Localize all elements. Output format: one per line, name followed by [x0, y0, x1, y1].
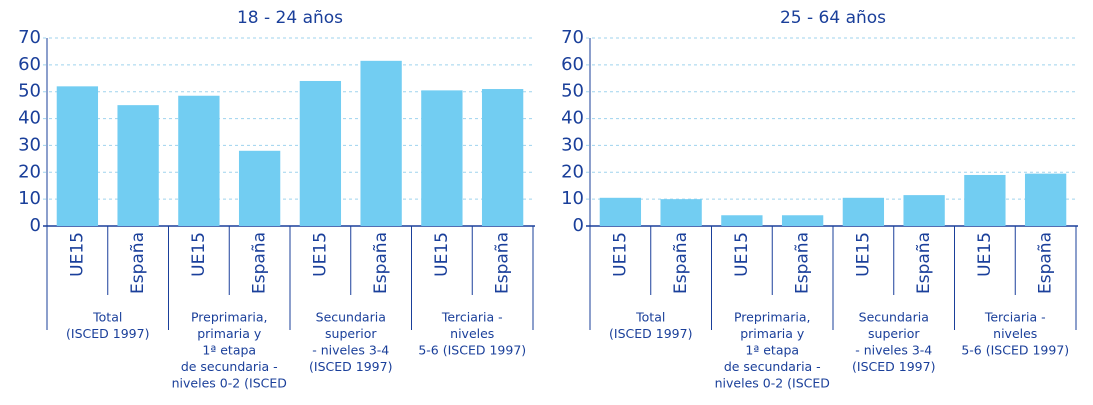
y-tick-label: 10 [561, 188, 584, 209]
group-label: 1ª etapa [745, 343, 799, 358]
bar [721, 215, 763, 226]
bar [117, 105, 159, 226]
group-label: de secundaria - [181, 359, 278, 374]
bar [842, 197, 885, 226]
group-label: niveles 0-2 (ISCED [172, 376, 287, 391]
bar [660, 199, 702, 226]
group-label: - niveles 3-4 [855, 343, 932, 358]
group-label: (ISCED 1997) [609, 326, 692, 341]
x-tick-label: UE15 [67, 232, 87, 277]
x-tick-label: UE15 [853, 232, 873, 277]
group-label: 5-6 (ISCED 1997) [961, 343, 1069, 358]
bar [903, 195, 945, 226]
y-tick-label: 50 [18, 81, 41, 102]
x-tick-label: UE15 [732, 232, 752, 277]
bar [1024, 173, 1067, 226]
y-tick-label: 60 [561, 54, 584, 75]
group-label: (ISCED 1997) [66, 326, 149, 341]
bar [481, 89, 524, 227]
y-tick-label: 0 [30, 215, 41, 236]
x-tick-label: UE15 [975, 232, 995, 277]
group-label: superior [325, 326, 377, 341]
group-label: Terciaria - [984, 310, 1046, 325]
group-label: Secundaria [859, 310, 929, 325]
y-tick-label: 60 [18, 54, 41, 75]
group-label: (ISCED 1997) [309, 359, 392, 374]
group-label: Terciaria - [441, 310, 503, 325]
bar [299, 80, 342, 226]
bar [238, 150, 281, 226]
group-label: superior [868, 326, 920, 341]
group-label: 1ª etapa [202, 343, 256, 358]
group-label: niveles 0-2 (ISCED [715, 376, 830, 391]
group-label: Secundaria [316, 310, 386, 325]
x-tick-label: España [128, 232, 148, 294]
group-label: Total [635, 310, 665, 325]
bar [781, 215, 824, 226]
y-tick-label: 70 [18, 27, 41, 48]
chart-title: 25 - 64 años [780, 8, 886, 28]
y-tick-label: 20 [561, 161, 584, 182]
group-label: Total [92, 310, 122, 325]
group-label: niveles [993, 326, 1037, 341]
x-tick-label: UE15 [189, 232, 209, 277]
bar [360, 60, 402, 227]
y-tick-label: 30 [18, 134, 41, 155]
group-label: Preprimaria, [734, 310, 811, 325]
bar [56, 86, 99, 226]
bar [599, 197, 642, 226]
group-label: (ISCED 1997) [852, 359, 935, 374]
x-tick-label: España [371, 232, 391, 294]
x-tick-label: España [914, 232, 934, 294]
group-label: 5-6 (ISCED 1997) [418, 343, 526, 358]
group-label: primaria y [740, 326, 805, 341]
group-label: de secundaria - [724, 359, 821, 374]
x-tick-label: España [250, 232, 270, 294]
y-tick-label: 50 [561, 81, 584, 102]
chart-title: 18 - 24 años [237, 8, 343, 28]
x-tick-label: España [1036, 232, 1056, 294]
x-tick-label: España [671, 232, 691, 294]
y-tick-label: 40 [561, 108, 584, 129]
group-label: - niveles 3-4 [312, 343, 389, 358]
group-label: primaria y [197, 326, 262, 341]
group-label: niveles [450, 326, 494, 341]
x-tick-label: España [493, 232, 513, 294]
group-label: Preprimaria, [191, 310, 268, 325]
y-tick-label: 0 [573, 215, 584, 236]
y-tick-label: 70 [561, 27, 584, 48]
y-tick-label: 10 [18, 188, 41, 209]
y-tick-label: 30 [561, 134, 584, 155]
bar [421, 90, 463, 226]
x-tick-label: UE15 [610, 232, 630, 277]
x-tick-label: UE15 [310, 232, 330, 277]
bar [178, 95, 220, 226]
bar [964, 174, 1006, 226]
x-tick-label: España [793, 232, 813, 294]
y-tick-label: 20 [18, 161, 41, 182]
y-tick-label: 40 [18, 108, 41, 129]
x-tick-label: UE15 [432, 232, 452, 277]
